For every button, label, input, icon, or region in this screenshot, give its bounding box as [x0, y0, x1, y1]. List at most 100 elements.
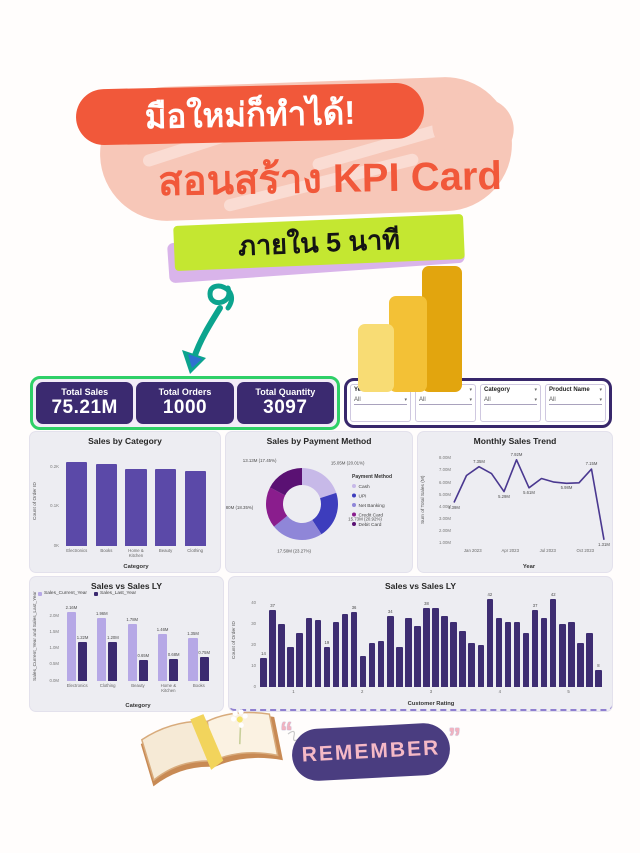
slice-value-label: 13.80M (18.35%): [226, 505, 254, 510]
bar: [188, 637, 198, 681]
y-axis-tick: 7.00M: [439, 467, 451, 473]
bar-value-label: 37: [532, 602, 538, 608]
bar-value-label: 8: [597, 663, 600, 669]
chevron-down-icon: ▾: [599, 397, 602, 403]
slice-value-label: 15.05M (20.01%): [331, 460, 365, 465]
x-axis-title: Year: [522, 564, 536, 570]
bar: [486, 599, 494, 687]
chevron-down-icon: ▾: [469, 397, 472, 403]
bar: [199, 656, 209, 681]
donut-chart-svg: 15.05M (20.01%) 15.73M (20.92%) 17.50M (23…: [226, 458, 392, 553]
filter-value: All: [549, 397, 556, 403]
donut-slice: [302, 468, 337, 499]
bar: [359, 655, 367, 687]
bar-value-label: 1.35M: [187, 630, 199, 636]
y-axis-tick: 2.00M: [439, 527, 451, 533]
legend-title: Payment Method: [352, 474, 392, 480]
hero-badge-beginner-label: มือใหม่ก็ทำได้!: [144, 93, 356, 135]
panel-sales-by-category[interactable]: Sales by Category 0K 0.1K 0.2K Electronics B…: [30, 432, 220, 572]
filter-label: Product Name: [549, 387, 590, 393]
bar: [368, 643, 376, 687]
bar: [95, 463, 118, 546]
y-axis-tick: 0.1K: [50, 503, 59, 509]
legend-bullet: [352, 484, 356, 488]
bar-value-label: 0.75M: [198, 649, 210, 655]
kpi-card-total-sales: Total Sales 75.21M: [36, 382, 134, 424]
chevron-down-icon: ▾: [534, 387, 537, 393]
panel-monthly-sales-trend[interactable]: Monthly Sales Trend 4.39M 7.35M 5.29M 7.92M…: [418, 432, 612, 572]
kpi-card-group: Total Sales 75.21M Total Orders 1000 Tot…: [30, 376, 340, 430]
point-value-label: 4.39M: [448, 504, 460, 510]
x-axis-category-label: Books: [100, 548, 113, 553]
x-axis-title: Customer Rating: [407, 701, 455, 707]
bar: [586, 632, 593, 687]
bar-value-label: 0.68M: [167, 652, 180, 658]
filter-value: All: [419, 397, 426, 403]
chevron-down-icon: ▾: [534, 397, 537, 403]
kpi-card-label: Total Orders: [158, 386, 212, 397]
legend-item: Sales_Current_Year: [38, 591, 87, 596]
bar: [350, 611, 358, 687]
x-axis-category-label: Electronics: [66, 548, 88, 553]
bar: [138, 660, 148, 681]
filter-value: All: [484, 397, 491, 403]
bar: [540, 618, 548, 687]
chevron-down-icon: ▾: [404, 397, 407, 403]
bar: [423, 607, 430, 687]
x-axis-category-label: Electronics: [66, 683, 88, 688]
filter-product-name[interactable]: Product Name ▾ All ▾: [545, 384, 606, 422]
point-value-label: 7.15M: [585, 461, 598, 467]
bar: [314, 620, 322, 687]
y-axis-title: Sum of Total Sales (M): [421, 475, 426, 525]
chart-title: Sales vs Sales LY: [384, 581, 457, 591]
panel-sales-by-payment-method[interactable]: Sales by Payment Method 15.05M (20.01%) 1…: [226, 432, 412, 572]
bar: [477, 645, 485, 687]
bar: [495, 618, 503, 687]
quote-close: ”: [448, 722, 461, 752]
bar: [77, 641, 88, 681]
x-axis-tick: 1: [292, 689, 295, 694]
bar: [184, 470, 206, 546]
kpi-card-label: Total Quantity: [255, 386, 316, 397]
y-axis-title: Sales_Current_Year and Sales_Last_Year: [33, 591, 38, 681]
bar-value-label: 36: [351, 604, 357, 610]
legend-item-label: Credit Card: [359, 513, 384, 519]
bar-value-label: 19: [324, 640, 330, 646]
x-axis-title: Category: [125, 703, 151, 709]
bar: [441, 615, 448, 687]
x-axis-tick: 2: [360, 689, 364, 694]
chart-title: Monthly Sales Trend: [473, 436, 557, 446]
bar: [305, 618, 313, 687]
remember-badge-label: REMEMBER: [301, 736, 441, 767]
x-axis-category-label: Beauty: [131, 683, 145, 688]
bar: [387, 615, 394, 687]
x-axis-category-label: Clothing: [99, 683, 116, 688]
legend-bullet: [352, 493, 356, 498]
powerbi-bar-tall: [422, 266, 462, 392]
bar: [459, 630, 466, 687]
y-axis-tick: 1.5M: [49, 629, 59, 635]
y-axis-tick: 10: [251, 662, 256, 668]
powerbi-bar-short: [358, 324, 394, 392]
panel-sales-vs-sales-ly-category[interactable]: Sales vs Sales LY 2.16M 1.96M 1.78M 1.46M 1.…: [30, 577, 223, 711]
bar-value-label: 1.20M: [107, 635, 119, 641]
filter-category[interactable]: Category ▾ All ▾: [480, 384, 541, 422]
donut-slice: [269, 468, 302, 496]
legend-item: Sales_Last_Year: [94, 591, 136, 596]
bar-value-label: 1.78M: [126, 616, 139, 622]
point-value-label: 5.61M: [523, 489, 535, 495]
bar: [377, 641, 385, 687]
y-axis-tick: 1.00M: [439, 540, 451, 546]
y-axis-tick: 5.00M: [439, 491, 451, 497]
x-axis-title: Category: [123, 564, 149, 570]
y-axis-tick: 30: [251, 620, 256, 626]
kpi-card-label: Total Sales: [61, 386, 109, 397]
kpi-card-total-quantity: Total Quantity 3097: [236, 382, 334, 424]
y-axis-tick: 40: [251, 599, 256, 605]
panel-sales-vs-sales-ly-rating[interactable]: Sales vs Sales LY 14 37 19 36 34 38 42 37 42 8 0 10…: [229, 577, 612, 711]
hero-title: สอนสร้าง KPI Card: [157, 154, 503, 204]
bar: [269, 609, 276, 687]
bar: [260, 657, 267, 687]
point-value-label: 7.35M: [473, 458, 485, 464]
kpi-card-value: 1000: [162, 397, 208, 419]
